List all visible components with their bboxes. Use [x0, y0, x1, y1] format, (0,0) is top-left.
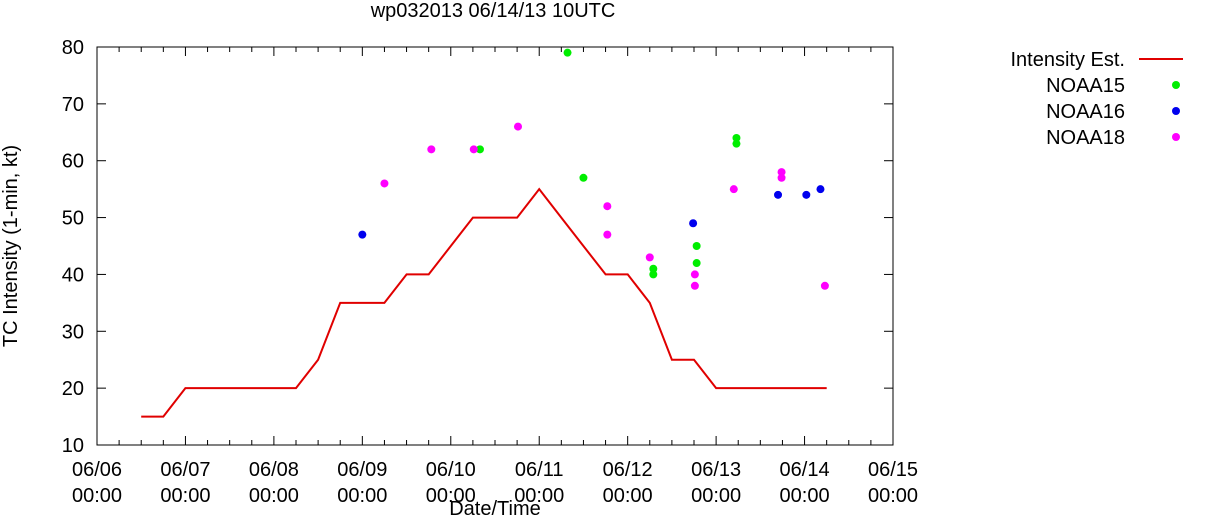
x-tick-label-time: 00:00	[691, 485, 741, 507]
x-axis-label: Date/Time	[449, 498, 541, 517]
data-point-noaa16	[816, 185, 825, 194]
x-tick-label-date: 06/12	[603, 459, 653, 481]
data-point-noaa15	[692, 242, 701, 250]
legend-swatch-noaa15	[1172, 81, 1180, 89]
data-point-noaa18	[690, 281, 699, 290]
data-point-noaa18	[603, 230, 612, 239]
axis-ticks: 10 20 30 40 50 60 70 80 06/06 00:00 06/07 00:00 06/0…	[62, 37, 918, 507]
data-point-noaa18	[645, 253, 654, 262]
x-tick-label-time: 00:00	[337, 485, 387, 507]
data-point-noaa15	[649, 270, 658, 279]
legend-label-noaa16: NOAA16	[1046, 101, 1125, 123]
x-tick-label-date: 06/06	[72, 459, 122, 481]
data-point-noaa15	[475, 145, 484, 154]
legend-swatch-noaa16	[1172, 107, 1180, 115]
data-point-noaa18	[777, 168, 786, 177]
x-tick-label-time: 00:00	[72, 485, 122, 507]
data-point-noaa18	[820, 281, 829, 290]
x-tick-label-date: 06/14	[780, 459, 830, 481]
x-tick-label-time: 00:00	[249, 485, 299, 507]
data-point-noaa15	[649, 264, 658, 273]
data-point-noaa15	[692, 259, 701, 268]
data-point-noaa18	[603, 202, 612, 211]
series-line-intensity-est	[141, 187, 827, 418]
data-point-noaa18	[469, 145, 478, 154]
x-tick-label-date: 06/07	[160, 459, 210, 481]
x-tick-label-date: 06/13	[691, 459, 741, 481]
y-tick-label: 60	[62, 151, 84, 173]
legend-label-noaa18: NOAA18	[1046, 127, 1125, 149]
x-tick-label-time: 00:00	[603, 485, 653, 507]
x-tick-label-time: 00:00	[514, 485, 564, 507]
legend: Intensity Est. NOAA15 NOAA16 NOAA18	[1011, 49, 1183, 149]
y-axis-label: TC Intensity (1-min, kt)	[0, 145, 22, 347]
data-point-noaa15	[732, 133, 741, 142]
data-point-noaa18	[777, 173, 786, 182]
x-tick-label-date: 06/11	[515, 459, 564, 481]
x-tick-label-date: 06/15	[868, 459, 918, 481]
y-tick-label: 30	[62, 321, 84, 343]
chart-title: wp032013 06/14/13 10UTC	[370, 0, 616, 22]
plot-frame	[96, 46, 894, 446]
data-point-noaa15	[563, 48, 572, 57]
data-point-noaa18	[690, 270, 699, 279]
y-tick-label: 50	[62, 208, 84, 230]
y-tick-label: 40	[62, 264, 84, 286]
y-tick-label: 70	[62, 94, 84, 116]
legend-label-intensity-est: Intensity Est.	[1011, 49, 1126, 71]
x-tick-label-date: 06/08	[249, 459, 299, 481]
x-tick-label-time: 00:00	[426, 485, 476, 507]
x-tick-label-time: 00:00	[160, 485, 210, 507]
data-point-noaa15	[579, 173, 588, 182]
data-point-noaa18	[380, 179, 389, 188]
data-point-noaa15	[732, 139, 741, 148]
x-tick-label-time: 00:00	[868, 485, 918, 507]
y-tick-label: 20	[62, 378, 84, 400]
y-tick-label: 80	[62, 37, 84, 59]
data-point-noaa16	[774, 190, 783, 199]
data-point-noaa16	[802, 190, 811, 199]
legend-swatch-noaa18	[1172, 133, 1180, 141]
data-point-noaa18	[729, 185, 738, 194]
data-point-noaa18	[513, 122, 522, 131]
x-tick-label-date: 06/10	[426, 459, 476, 481]
data-point-noaa16	[689, 219, 698, 228]
data-point-noaa16	[358, 230, 367, 239]
x-tick-label-time: 00:00	[780, 485, 830, 507]
y-tick-label: 10	[62, 435, 84, 457]
series-layer	[141, 48, 829, 418]
x-tick-label-date: 06/09	[337, 459, 387, 481]
data-point-noaa18	[427, 145, 436, 154]
legend-label-noaa15: NOAA15	[1046, 75, 1125, 97]
